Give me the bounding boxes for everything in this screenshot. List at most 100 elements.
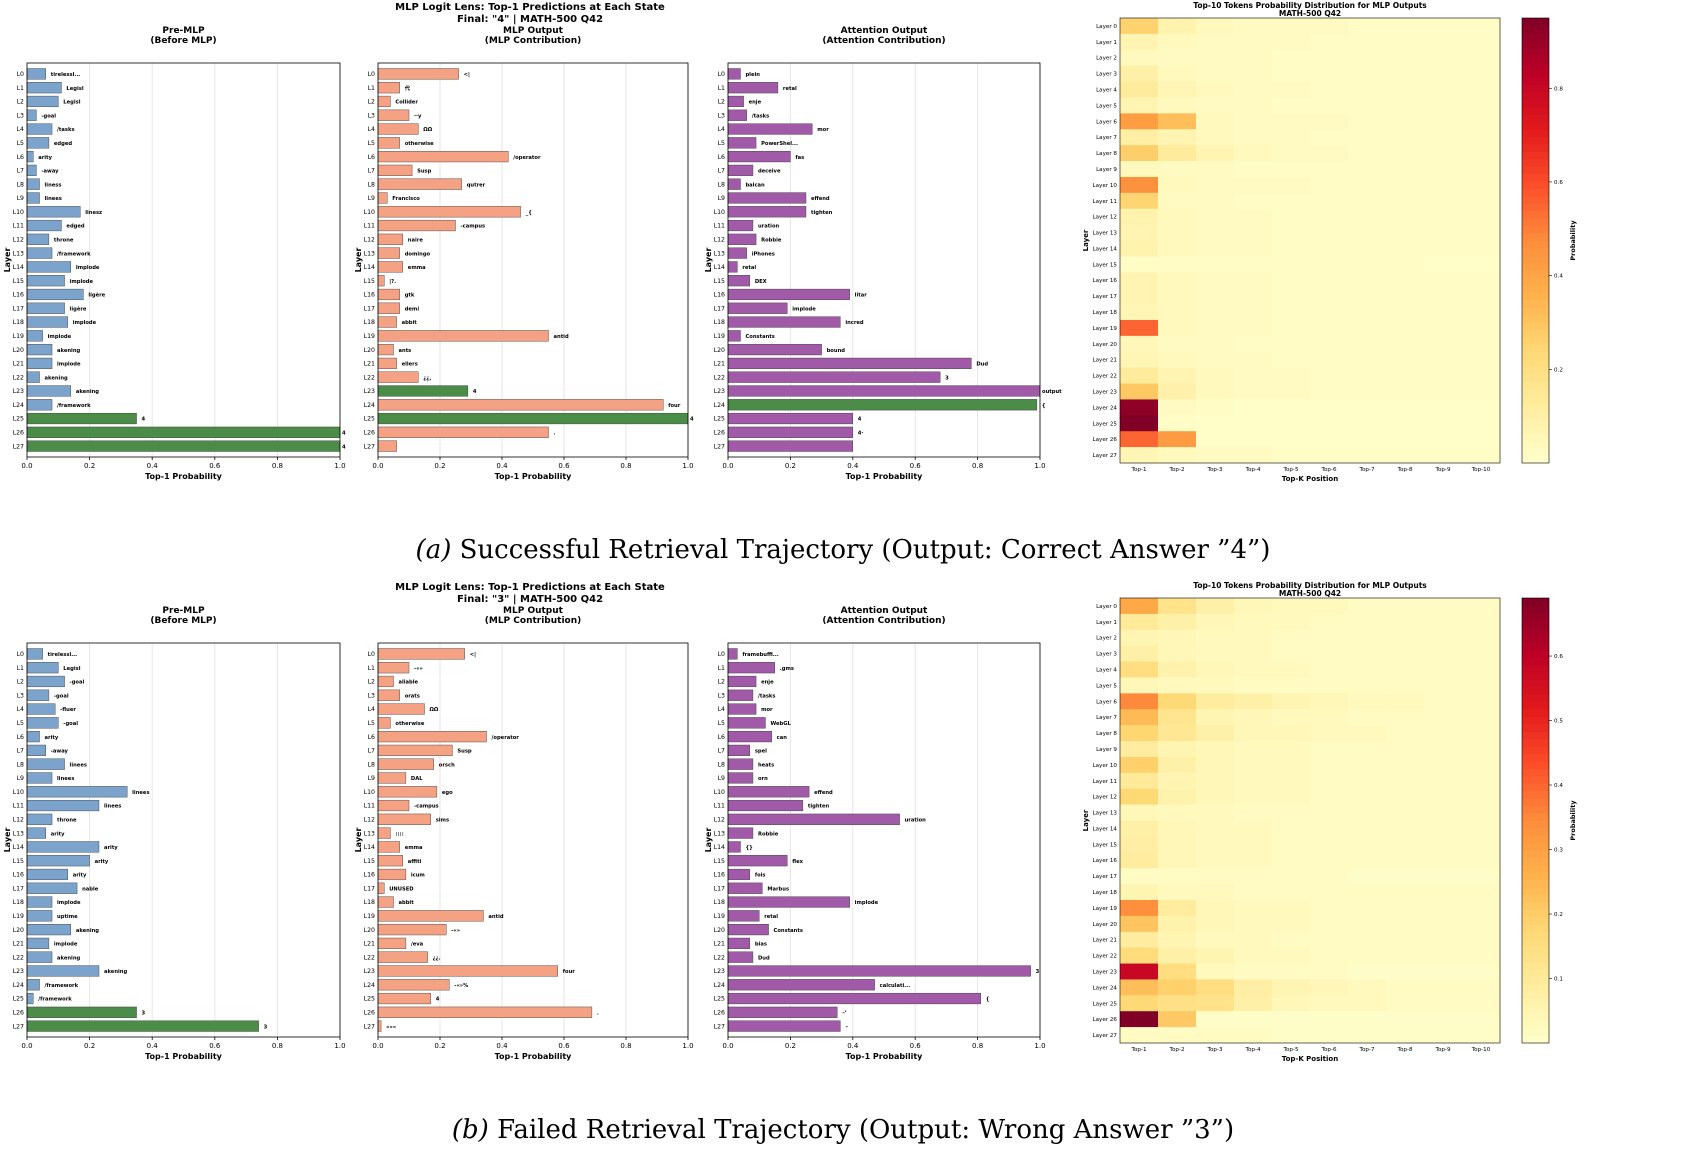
b-heatmap-cell	[1462, 979, 1501, 996]
b-colorbar-segment	[1522, 664, 1549, 673]
b-pre-ytick-label: L2	[17, 679, 24, 686]
b-heatmap-cell	[1234, 915, 1273, 933]
a-heatmap-cell	[1120, 161, 1159, 178]
b-heatmap-col-label: Top-4	[1244, 1047, 1260, 1053]
a-heatmap-cell	[1196, 367, 1235, 384]
b-heatmap-cell	[1424, 852, 1463, 869]
b-heatmap-cell	[1272, 979, 1311, 996]
b-mlp-bar-label: /eva	[411, 942, 424, 948]
b-pre-ytick-label: L9	[17, 775, 24, 782]
a-heatmap-cell	[1462, 399, 1501, 416]
b-colorbar-segment	[1522, 798, 1549, 807]
b-colorbar-segment	[1522, 865, 1549, 873]
a-heatmap-cell	[1158, 97, 1197, 114]
a-heatmap-cell	[1386, 192, 1425, 210]
a-mlp-ytick-label: L19	[364, 333, 375, 340]
b-mlp-bar	[377, 910, 484, 922]
a-subplot-mlp: MLP Output(MLP Contribution) 0.0 0.2 0.4 0.6…	[354, 26, 694, 481]
b-heatmap-cell	[1158, 725, 1197, 742]
a-heatmap-cell	[1310, 447, 1349, 464]
a-heatmap-cell	[1348, 208, 1387, 225]
b-heatmap-cell	[1424, 741, 1463, 758]
b-pre-bar	[26, 882, 78, 894]
a-attn-ytick-label: L23	[714, 388, 725, 395]
a-pre-bar-label: implode	[70, 279, 94, 285]
b-mlp-xlabel: Top-1 Probability	[495, 1052, 572, 1061]
caption-b-tag: (b)	[451, 1115, 489, 1145]
b-heatmap-col-label: Top-10	[1471, 1047, 1491, 1053]
b-colorbar-segment	[1522, 946, 1549, 955]
a-colorbar-segment	[1522, 114, 1549, 123]
b-pre-bar	[26, 1006, 137, 1018]
b-heatmap-cell	[1234, 995, 1273, 1012]
b-attn-xlabel: Top-1 Probability	[846, 1052, 923, 1061]
b-attn-bar	[727, 868, 751, 881]
a-heatmap-cell	[1386, 383, 1425, 400]
a-heatmap-cell	[1234, 208, 1273, 225]
a-heatmap-row-label: Layer 3	[1096, 72, 1117, 78]
a-heatmap-cell	[1462, 415, 1501, 432]
b-colorbar-segment	[1522, 931, 1549, 940]
a-attn-bar-label: Robbie	[761, 238, 782, 244]
figure-a: MLP Logit Lens: Top-1 Predictions at Eac…	[3, 1, 1577, 483]
b-heatmap-cell	[1348, 1011, 1387, 1028]
a-mlp-bar-label: ants	[399, 348, 412, 354]
b-heatmap-row-label: Layer 23	[1093, 969, 1118, 975]
b-pre-bar	[26, 662, 59, 674]
a-mlp-bar	[377, 399, 664, 411]
a-colorbar-segment	[1522, 247, 1549, 256]
b-heatmap-cell	[1234, 598, 1273, 615]
a-colorbar-segment	[1522, 62, 1549, 71]
b-pre-bar	[26, 731, 40, 743]
b-mlp-ytick-label: L11	[364, 803, 375, 810]
a-heatmap-cell	[1234, 415, 1273, 432]
b-heatmap-cell	[1196, 931, 1235, 948]
b-heatmap-cell	[1272, 645, 1311, 662]
a-mlp-xtick-label: 0.0	[372, 462, 383, 470]
b-heatmap-row-label: Layer 25	[1093, 1001, 1118, 1007]
b-mlp-ytick-label: L27	[364, 1023, 375, 1030]
b-mlp-ylabel: Layer	[354, 828, 363, 853]
b-heatmap-cell	[1158, 931, 1197, 948]
a-heatmap-cell	[1158, 335, 1197, 353]
b-heatmap-cell	[1424, 963, 1463, 980]
b-pre-bar	[26, 648, 43, 660]
b-heatmap-cell	[1234, 693, 1273, 710]
a-attn-xlabel: Top-1 Probability	[846, 472, 923, 481]
b-heatmap-cell	[1424, 693, 1463, 710]
a-mlp-axes-frame	[377, 62, 689, 458]
a-heatmap-cell	[1462, 81, 1501, 98]
a-heatmap-cell	[1196, 431, 1235, 448]
b-heatmap-cell	[1158, 836, 1197, 853]
b-heatmap-cell	[1424, 1011, 1463, 1028]
a-heatmap-cell	[1272, 415, 1311, 432]
a-pre-ytick-label: L26	[13, 430, 24, 437]
b-colorbar-segment	[1522, 813, 1549, 821]
b-heatmap-cell	[1386, 995, 1425, 1012]
b-heatmap-cell	[1234, 963, 1273, 980]
b-mlp-bar	[377, 855, 403, 867]
b-heatmap-cell	[1462, 741, 1501, 758]
a-heatmap-cell	[1310, 399, 1349, 416]
a-heatmap-cell	[1120, 33, 1159, 51]
a-attn-ytick-label: L6	[718, 154, 725, 161]
b-colorbar-segment	[1522, 679, 1549, 688]
a-attn-ytick-label: L26	[714, 430, 725, 437]
b-pre-ytick-label: L12	[13, 817, 24, 824]
a-pre-bar-label: linesz	[85, 210, 102, 216]
b-heatmap-cell	[1120, 661, 1159, 678]
a-mlp-xtick-label: 0.8	[620, 462, 631, 470]
b-pre-bar	[26, 786, 128, 798]
a-heatmap-cell	[1310, 431, 1349, 448]
b-mlp-bar-label: otherwise	[395, 721, 424, 727]
a-mlp-bar	[377, 302, 400, 314]
b-heatmap-cell	[1386, 836, 1425, 853]
a-attn-bar-label: enje	[749, 100, 762, 106]
a-heatmap-cell	[1158, 319, 1197, 337]
b-mlp-ytick-label: L3	[368, 692, 375, 699]
a-heatmap-cell	[1348, 18, 1387, 35]
a-colorbar-segment	[1522, 440, 1549, 449]
b-mlp-bar-label: icum	[411, 873, 425, 879]
a-heatmap-cell	[1196, 65, 1235, 82]
a-mlp-ytick-label: L24	[364, 402, 375, 409]
